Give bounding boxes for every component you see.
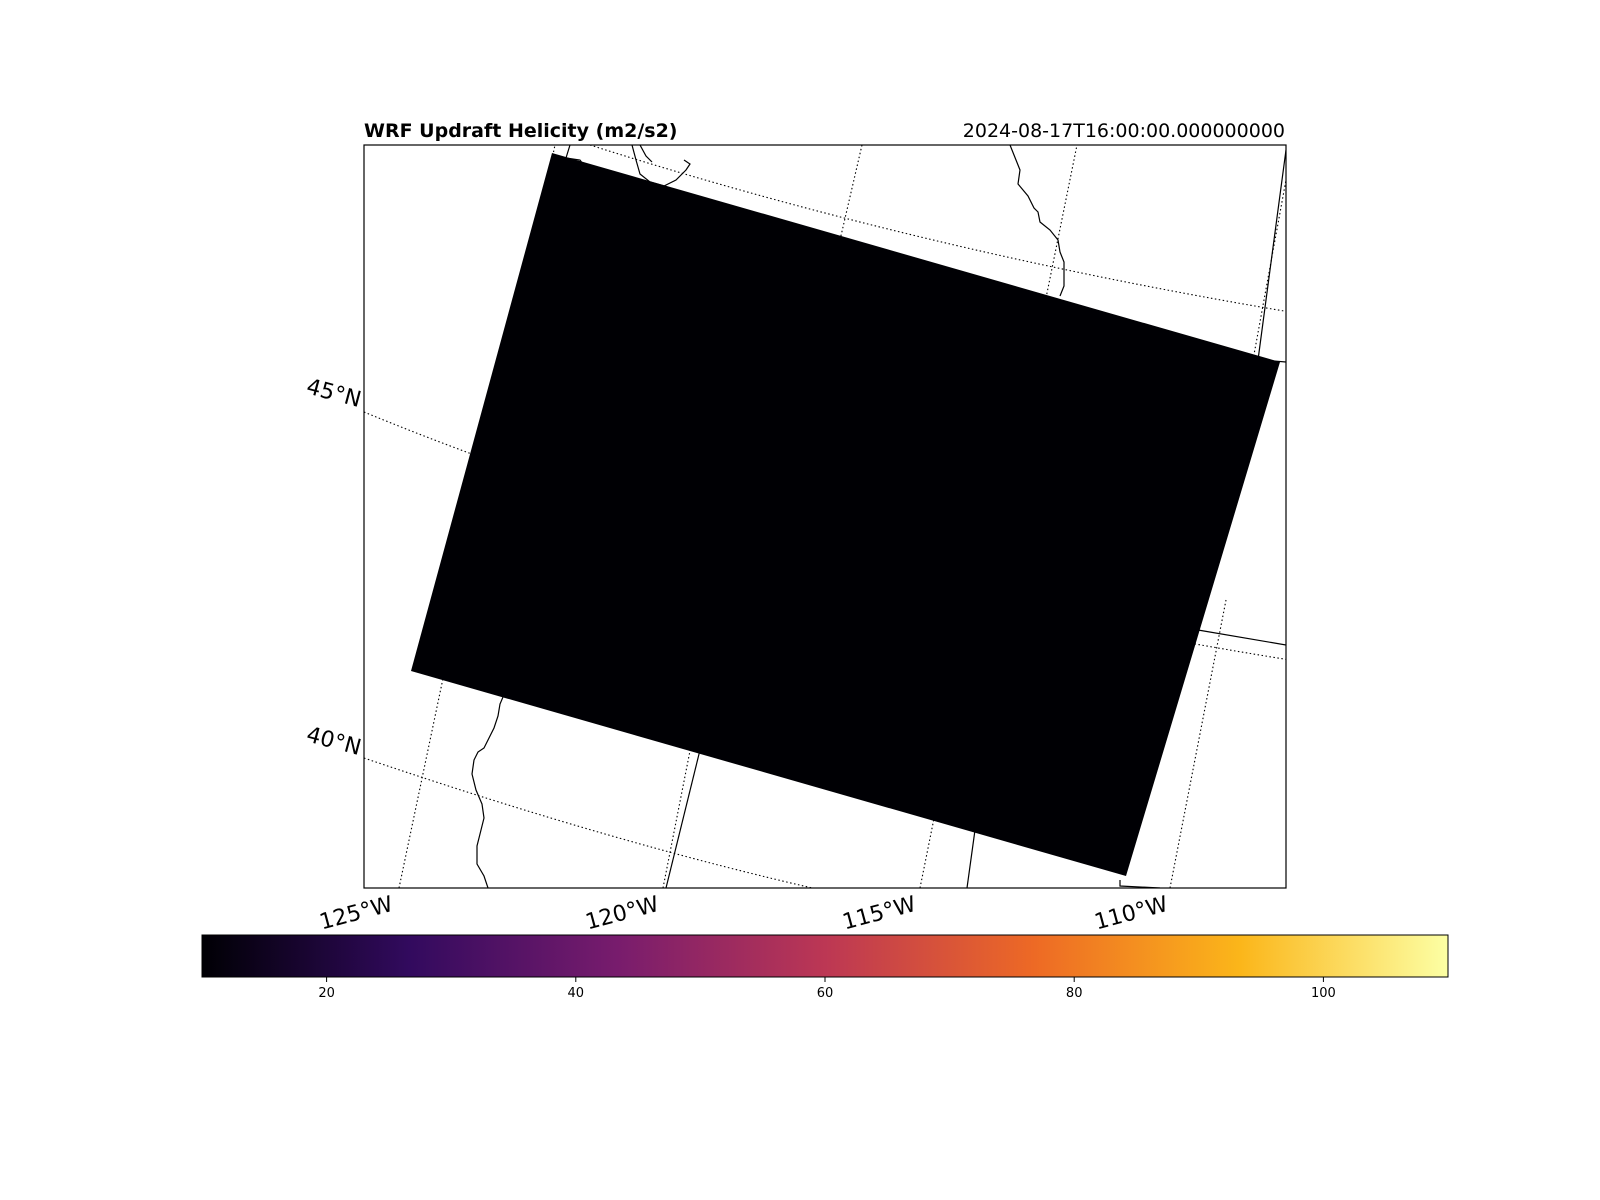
- state-border-nevada-utah: [966, 829, 976, 888]
- colorbar-tick-label: 80: [1066, 986, 1083, 1001]
- latitude-line-40n: [364, 757, 815, 888]
- lon-label-120w: 120°W: [583, 892, 662, 936]
- lon-label-115w: 115°W: [840, 892, 919, 936]
- lat-label-45n: 45°N: [304, 374, 364, 413]
- colorbar-tick-label: 40: [568, 986, 585, 1001]
- colorbar-ticks: 20 40 60 80 100: [318, 977, 1336, 1001]
- colorbar-gradient: [201, 934, 1449, 978]
- coastline: [471, 671, 511, 888]
- valid-time: 2024-08-17T16:00:00.000000000: [963, 120, 1285, 142]
- longitude-line-115w-upper: [839, 145, 863, 241]
- map-frame: [363, 144, 1287, 889]
- lon-label-110w: 110°W: [1092, 892, 1171, 936]
- colorbar-tick-label: 20: [318, 986, 335, 1001]
- colorbar-tick-label: 60: [817, 986, 834, 1001]
- colorbar: 20 40 60 80 100: [201, 934, 1449, 1001]
- state-border-ca-nv: [665, 749, 701, 888]
- map-panel: [363, 144, 1287, 889]
- plot-title: WRF Updraft Helicity (m2/s2): [364, 120, 678, 142]
- latitude-line-50n: [589, 145, 1286, 312]
- longitude-line-105w-upper: [1252, 179, 1286, 361]
- state-border-az-ut: [1119, 880, 1161, 888]
- longitude-line-110w: [1169, 599, 1227, 888]
- lat-label-40n: 40°N: [304, 722, 364, 761]
- helicity-field-domain: [411, 153, 1280, 876]
- state-border-montana-idaho: [1009, 145, 1065, 297]
- state-border-utah-wyoming: [1197, 629, 1286, 646]
- lon-label-125w: 125°W: [317, 892, 396, 936]
- colorbar-tick-label: 100: [1311, 986, 1336, 1001]
